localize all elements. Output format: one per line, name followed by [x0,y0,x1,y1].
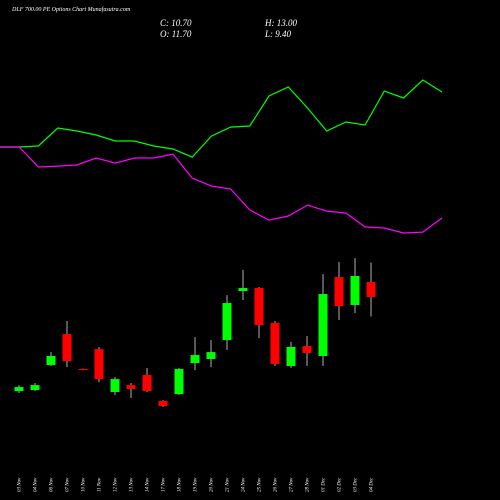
candle-body [142,375,152,392]
candle-body [318,294,328,356]
candle-body [14,387,24,392]
x-tick-label: 07 Nov [66,477,71,492]
candle-body [270,322,280,365]
candle-body [238,288,248,292]
candle-body [286,346,296,367]
x-tick-label: 04 Dec [370,477,375,492]
x-tick-label: 03 Nov [18,477,23,492]
x-tick-label: 20 Nov [210,477,215,492]
candle-body [110,379,120,392]
candle-body [46,355,56,365]
candle-body [174,369,184,395]
x-tick-label: 21 Nov [226,477,231,492]
high-label: H: 13.00 [264,18,297,28]
x-tick-label: 26 Nov [274,477,279,492]
x-tick-label: 19 Nov [194,477,199,492]
candle-body [222,303,232,341]
candle-body [190,355,200,364]
candle-body [366,282,376,298]
x-tick-label: 04 Nov [34,477,39,492]
x-tick-label: 28 Nov [306,477,311,492]
x-tick-label: 13 Nov [130,477,135,492]
indicator-line [0,79,443,158]
x-tick-label: 25 Nov [258,477,263,492]
x-tick-label: 27 Nov [290,477,295,492]
x-tick-label: 01 Dec [322,477,327,492]
candle-body [158,400,168,407]
x-tick-label: 10 Nov [82,477,87,492]
x-tick-label: 17 Nov [162,477,167,492]
x-tick-label: 02 Dec [338,477,343,492]
candle-body [126,385,136,389]
x-tick-label: 14 Nov [146,477,151,492]
candle-body [302,346,312,353]
candle-body [206,352,216,359]
x-tick-label: 03 Dec [354,477,359,492]
x-tick-label: 11 Nov [98,477,103,492]
close-label: C: 10.70 [160,18,192,28]
x-tick-label: 06 Nov [50,477,55,492]
candle-body [30,385,40,391]
open-label: O: 11.70 [160,29,192,39]
candle-body [78,369,88,371]
x-tick-label: 18 Nov [178,477,183,492]
low-label: L: 9.40 [264,29,292,39]
candle-body [254,288,264,326]
x-tick-label: 24 Nov [242,477,247,492]
candle-body [94,349,104,380]
candle-body [350,276,360,305]
x-tick-label: 12 Nov [114,477,119,492]
candle-body [334,277,344,307]
indicator-line [0,146,443,234]
candle-body [62,334,72,362]
chart-title: DLF 700.00 PE Options Chart Munafasutra.… [11,6,131,13]
